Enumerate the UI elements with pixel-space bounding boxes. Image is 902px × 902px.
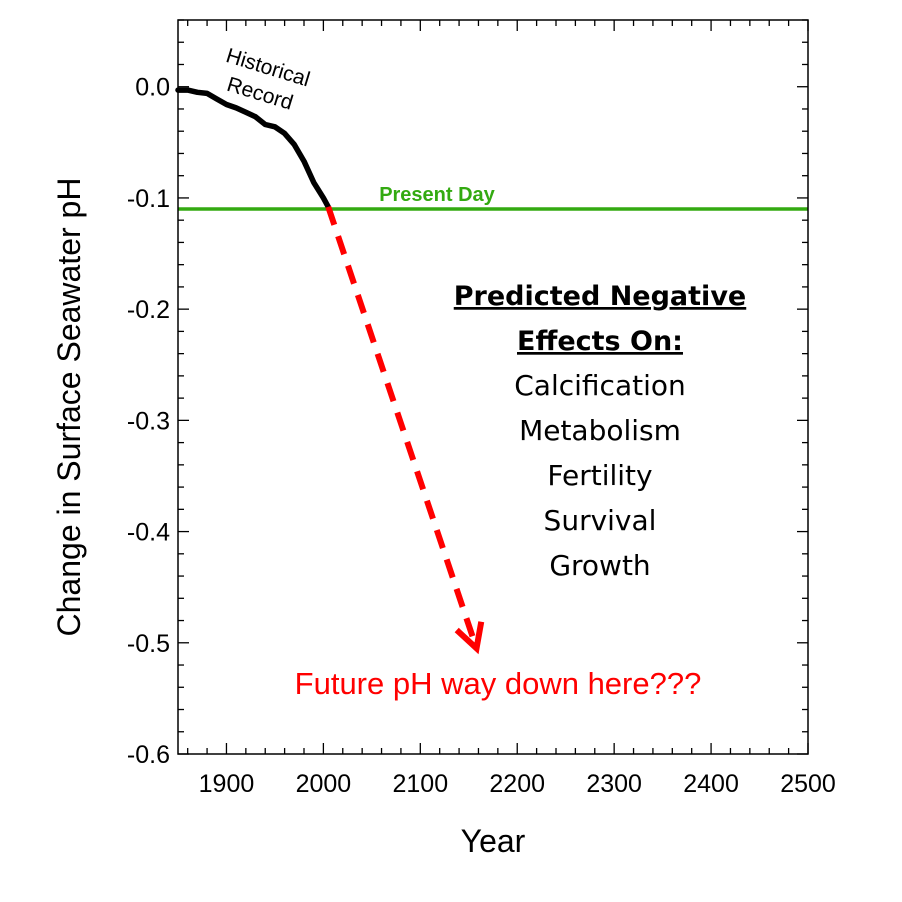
effect-item-calcification: Calcification (514, 369, 686, 402)
y-tick-label: -0.5 (127, 630, 170, 658)
y-tick-label: 0.0 (135, 74, 170, 102)
x-tick-label: 2500 (780, 770, 836, 798)
y-tick-label: -0.2 (127, 296, 170, 324)
projection-arrowhead (454, 621, 485, 655)
future-ph-label: Future pH way down here??? (295, 666, 702, 701)
historical-record-line (175, 87, 331, 210)
effect-item-survival: Survival (544, 504, 657, 537)
effects-heading-line1: Predicted Negative (454, 281, 746, 312)
x-axis-title: Year (461, 823, 526, 859)
y-tick-label: -0.3 (127, 407, 170, 435)
x-tick-label: 1900 (199, 770, 255, 798)
effect-item-fertility: Fertility (547, 459, 652, 492)
y-tick-label: -0.4 (127, 519, 170, 547)
series-layer (175, 87, 808, 655)
x-tick-label: 2000 (296, 770, 352, 798)
y-axis-title: Change in Surface Seawater pH (51, 178, 87, 637)
y-tick-label: -0.6 (127, 741, 170, 769)
effect-item-growth: Growth (549, 549, 650, 582)
projection-dashed-line (325, 205, 478, 644)
x-tick-label: 2100 (392, 770, 448, 798)
labels-layer: Year Change in Surface Seawater pH Histo… (51, 44, 746, 859)
present-day-label: Present Day (379, 184, 495, 206)
y-tick-label: -0.1 (127, 185, 170, 213)
effects-heading-line2: Effects On: (517, 326, 683, 357)
ticks-layer: 1900 2000 2100 2200 2300 2400 2500 0.0 -0.1 -0.2 -… (127, 19, 836, 798)
x-tick-label: 2400 (683, 770, 739, 798)
effect-item-metabolism: Metabolism (519, 414, 681, 447)
x-tick-label: 2300 (586, 770, 642, 798)
x-tick-label: 2200 (489, 770, 545, 798)
plot-frame (177, 19, 809, 755)
